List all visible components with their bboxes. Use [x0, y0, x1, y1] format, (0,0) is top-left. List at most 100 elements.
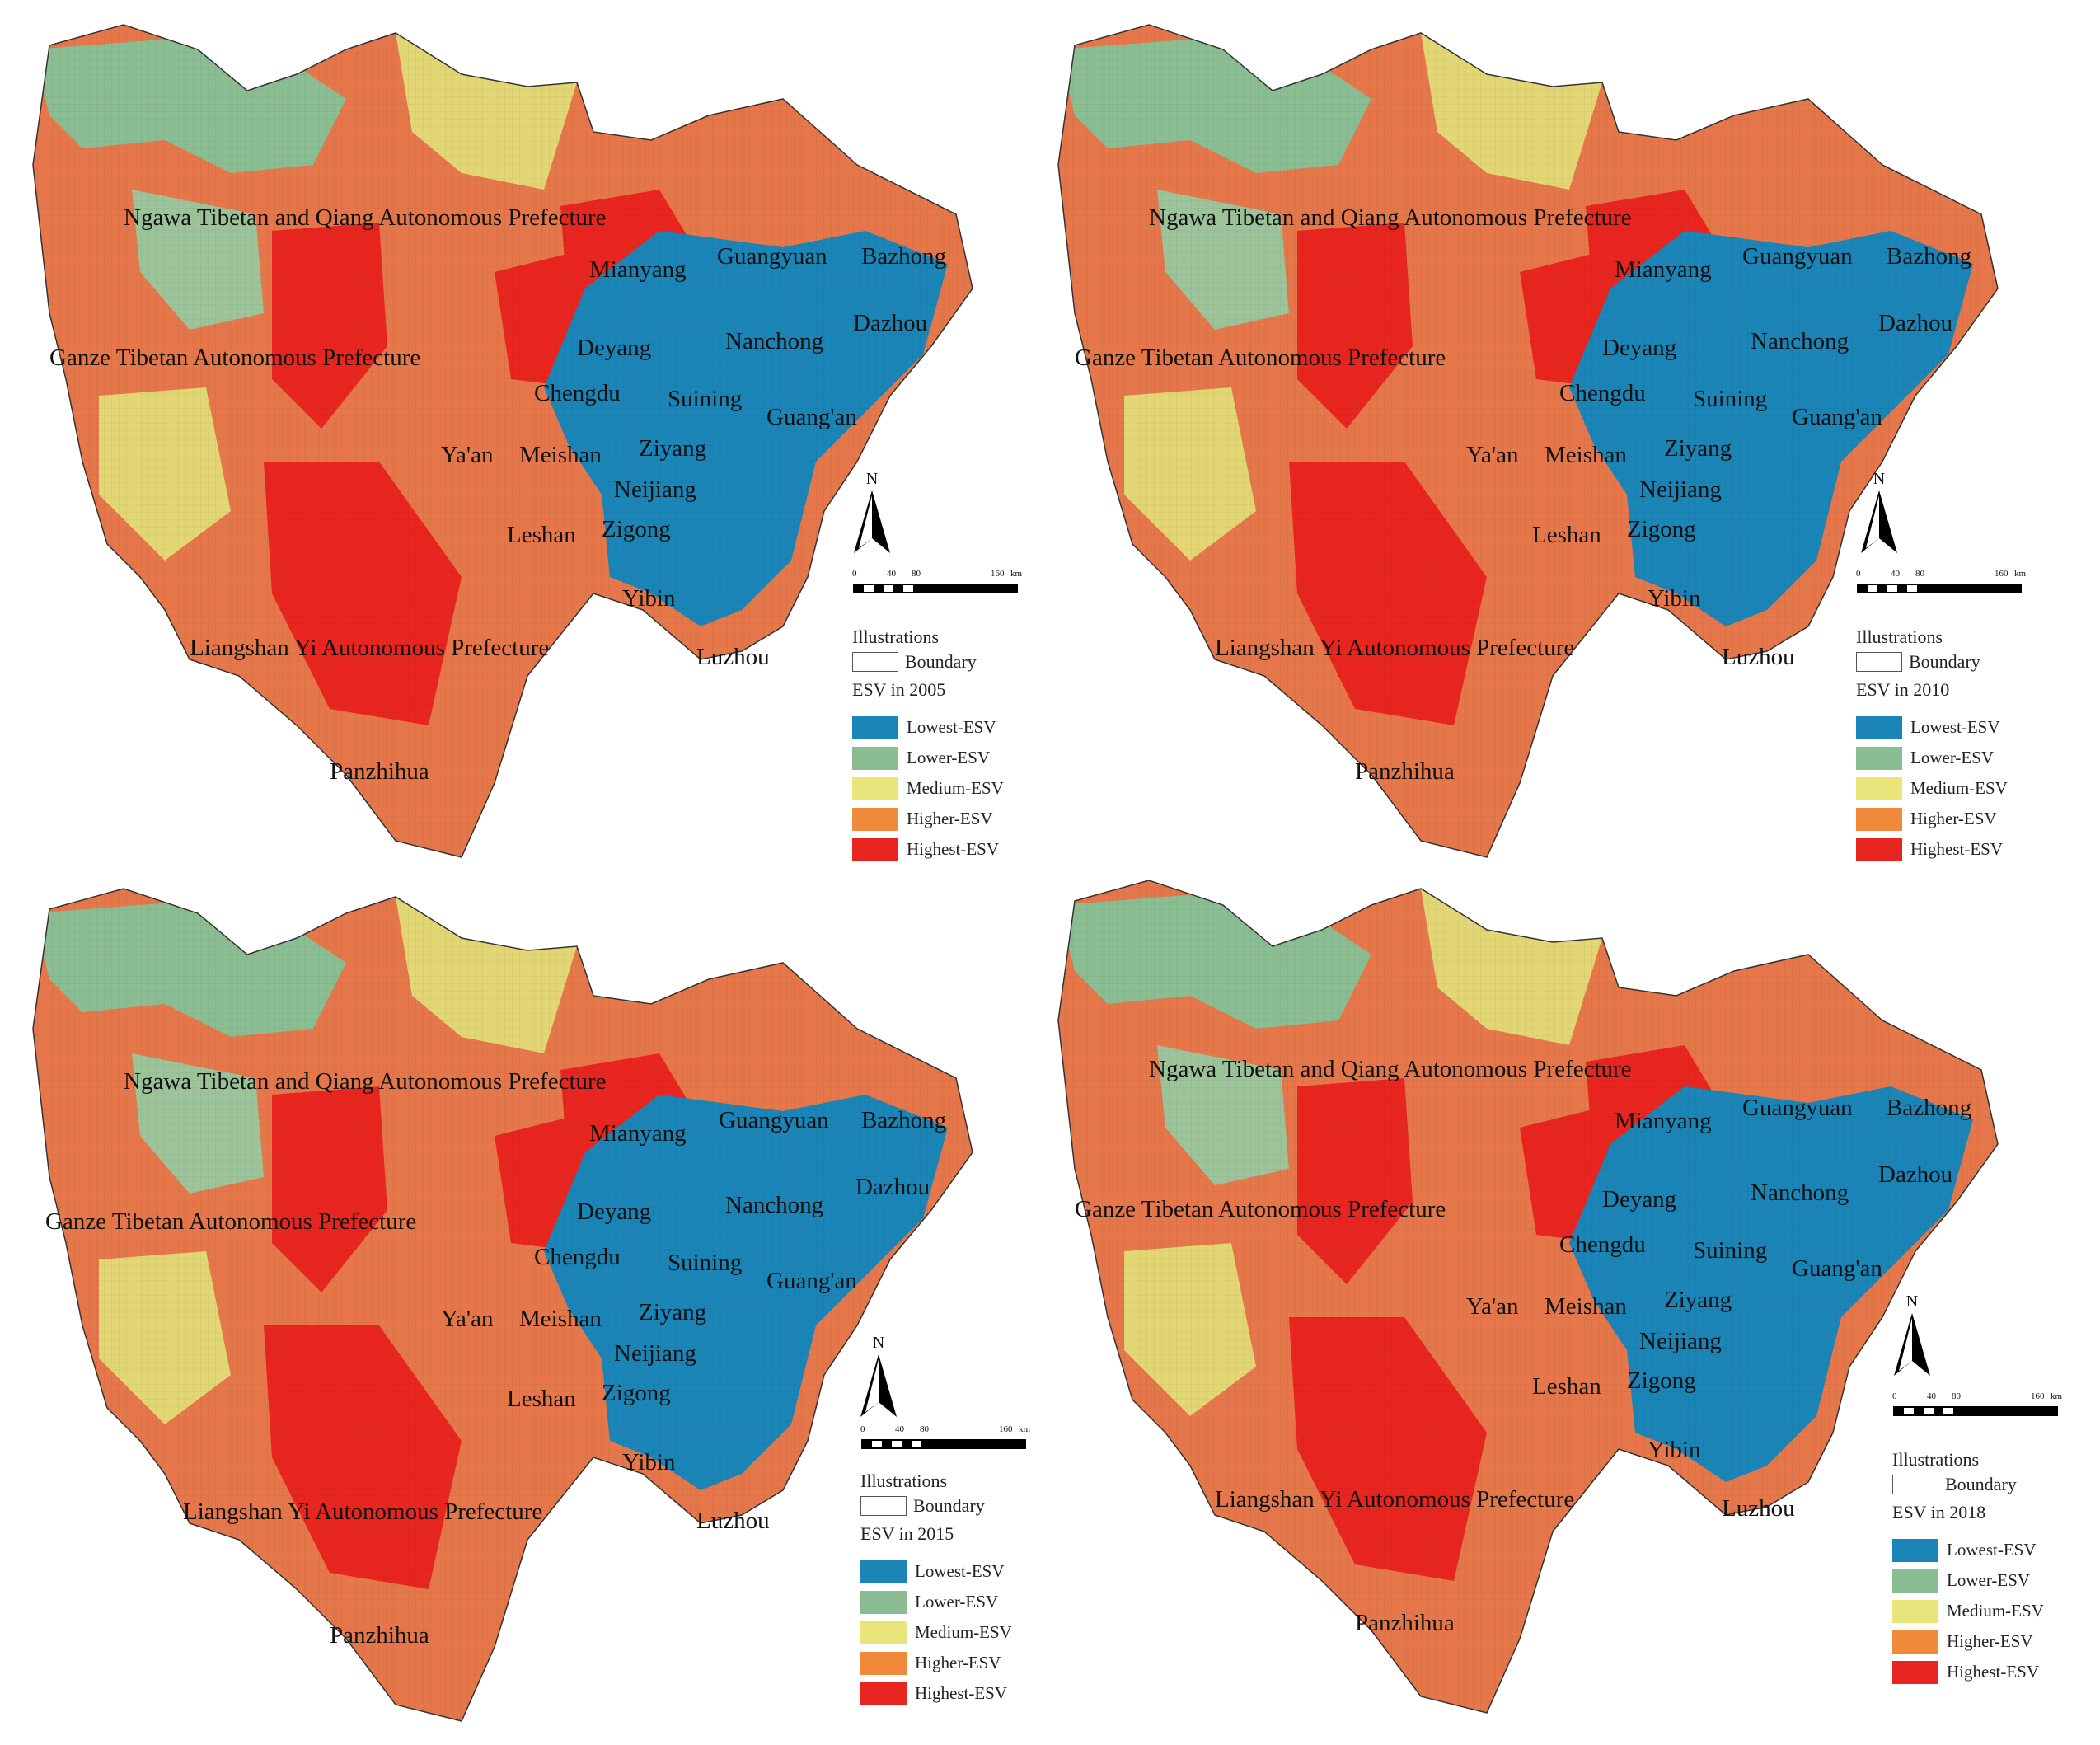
label-luzhou: Luzhou: [1722, 1495, 1795, 1522]
label-ganze: Ganze Tibetan Autonomous Prefecture: [1075, 1196, 1446, 1222]
label-deyang: Deyang: [1602, 1186, 1677, 1213]
label-panzhihua: Panzhihua: [330, 758, 429, 785]
north-arrow-icon: [860, 1354, 897, 1417]
label-suining: Suining: [668, 1250, 743, 1276]
label-liangshan: Liangshan Yi Autonomous Prefecture: [183, 1499, 543, 1525]
label-ziyang: Ziyang: [1664, 435, 1732, 462]
map-panel-2018: Ngawa Tibetan and Qiang Autonomous Prefe…: [1050, 872, 2100, 1744]
north-arrow-icon: [1861, 490, 1897, 553]
label-deyang: Deyang: [577, 1199, 652, 1225]
label-zigong: Zigong: [602, 516, 671, 542]
legend: Illustrations Boundary ESV in 2018 Lowes…: [1892, 1449, 2100, 1687]
legend-boundary: Boundary: [1856, 650, 2070, 674]
scale-40: 40: [887, 569, 896, 579]
label-dazhou: Dazhou: [853, 310, 928, 336]
label-luzhou: Luzhou: [696, 1508, 770, 1534]
north-letter: N: [865, 470, 879, 488]
legend: Illustrations Boundary ESV in 2015 Lowes…: [860, 1471, 1050, 1709]
scale-160: 160: [2031, 1391, 2045, 1401]
label-chengdu: Chengdu: [534, 1244, 621, 1270]
label-meishan: Meishan: [1545, 442, 1627, 468]
label-zigong: Zigong: [1627, 516, 1696, 542]
scale-0: 0: [1856, 569, 1861, 579]
legend-item-lowest: Lowest-ESV: [852, 712, 1050, 743]
label-meishan: Meishan: [1545, 1293, 1627, 1320]
legend-label-higher: Higher-ESV: [1910, 809, 1997, 828]
label-ganze: Ganze Tibetan Autonomous Prefecture: [1075, 345, 1446, 371]
legend-item-lower: Lower-ESV: [1892, 1565, 2100, 1596]
scale-unit: km: [2051, 1391, 2063, 1401]
legend-item-highest: Highest-ESV: [852, 834, 1050, 865]
scale-160: 160: [991, 569, 1005, 579]
scale-unit: km: [1019, 1424, 1031, 1434]
legend-item-medium: Medium-ESV: [852, 773, 1050, 804]
map-panel-2005: Ngawa Tibetan and Qiang Autonomous Prefe…: [0, 0, 1050, 872]
label-bazhong: Bazhong: [861, 243, 947, 270]
label-guangyuan: Guangyuan: [1742, 1095, 1853, 1121]
label-leshan: Leshan: [507, 522, 576, 548]
scale-bar: 0 40 80 160 km: [860, 1424, 1050, 1457]
label-chengdu: Chengdu: [1559, 1231, 1646, 1258]
north-arrow-icon: [1894, 1313, 1930, 1376]
label-neijiang: Neijiang: [614, 1340, 696, 1367]
north-letter: N: [1873, 470, 1886, 488]
label-guangan: Guang'an: [1792, 404, 1882, 430]
scale-bar: 0 40 80 160 km: [1892, 1391, 2082, 1424]
legend-year: ESV in 2015: [860, 1523, 954, 1544]
swatch-lower: [1892, 1569, 1938, 1593]
legend-item-higher: Higher-ESV: [1892, 1626, 2100, 1657]
boundary-swatch: [1856, 652, 1902, 672]
scale-bar: 0 40 80 160 km: [1856, 569, 2046, 602]
legend-label-higher: Higher-ESV: [915, 1653, 1001, 1672]
legend-item-medium: Medium-ESV: [1856, 773, 2070, 804]
label-ziyang: Ziyang: [639, 1299, 707, 1325]
label-liangshan: Liangshan Yi Autonomous Prefecture: [190, 635, 550, 661]
legend-title: Illustrations: [860, 1471, 948, 1491]
scale-0: 0: [860, 1424, 865, 1434]
scale-unit: km: [2014, 569, 2027, 579]
label-mianyang: Mianyang: [589, 1120, 687, 1147]
swatch-lowest: [860, 1560, 907, 1583]
label-yibin: Yibin: [622, 585, 676, 612]
label-ngawa: Ngawa Tibetan and Qiang Autonomous Prefe…: [124, 1068, 607, 1095]
boundary-swatch: [860, 1496, 907, 1516]
scale-unit: km: [1010, 569, 1023, 579]
label-leshan: Leshan: [1532, 1373, 1601, 1400]
swatch-lower: [860, 1590, 907, 1614]
legend-label-lower: Lower-ESV: [1910, 748, 1995, 767]
legend-label-lowest: Lowest-ESV: [1910, 717, 2000, 737]
boundary-swatch: [1892, 1475, 1938, 1494]
legend-item-highest: Highest-ESV: [1892, 1657, 2100, 1687]
legend-label-highest: Highest-ESV: [907, 839, 999, 859]
scale-40: 40: [1891, 569, 1900, 579]
label-zigong: Zigong: [1627, 1367, 1696, 1394]
legend-item-lowest: Lowest-ESV: [860, 1556, 1050, 1587]
legend-label-highest: Highest-ESV: [1947, 1662, 2039, 1682]
label-nanchong: Nanchong: [1751, 1180, 1849, 1206]
label-suining: Suining: [1693, 1237, 1768, 1264]
swatch-highest: [1856, 837, 1902, 861]
label-guangan: Guang'an: [1792, 1255, 1882, 1282]
label-liangshan: Liangshan Yi Autonomous Prefecture: [1215, 635, 1575, 661]
label-bazhong: Bazhong: [861, 1107, 947, 1133]
label-zigong: Zigong: [602, 1380, 671, 1406]
legend-label-lower: Lower-ESV: [915, 1592, 999, 1611]
legend-label-lowest: Lowest-ESV: [907, 717, 996, 737]
label-guangan: Guang'an: [766, 404, 857, 430]
legend-label-medium: Medium-ESV: [907, 778, 1004, 798]
label-yaan: Ya'an: [1466, 1293, 1519, 1320]
legend-item-medium: Medium-ESV: [860, 1617, 1050, 1648]
legend-item-highest: Highest-ESV: [860, 1678, 1050, 1709]
scale-160: 160: [1995, 569, 2009, 579]
label-ganze: Ganze Tibetan Autonomous Prefecture: [45, 1208, 417, 1235]
legend-boundary: Boundary: [860, 1494, 1050, 1518]
swatch-lower: [1856, 746, 1902, 770]
boundary-label: Boundary: [905, 651, 977, 672]
label-nanchong: Nanchong: [725, 328, 824, 354]
swatch-medium: [860, 1621, 907, 1644]
swatch-highest: [852, 837, 898, 861]
legend-item-higher: Higher-ESV: [1856, 804, 2070, 834]
swatch-highest: [1892, 1660, 1938, 1684]
swatch-medium: [1892, 1599, 1938, 1623]
legend-year: ESV in 2018: [1892, 1502, 1986, 1522]
